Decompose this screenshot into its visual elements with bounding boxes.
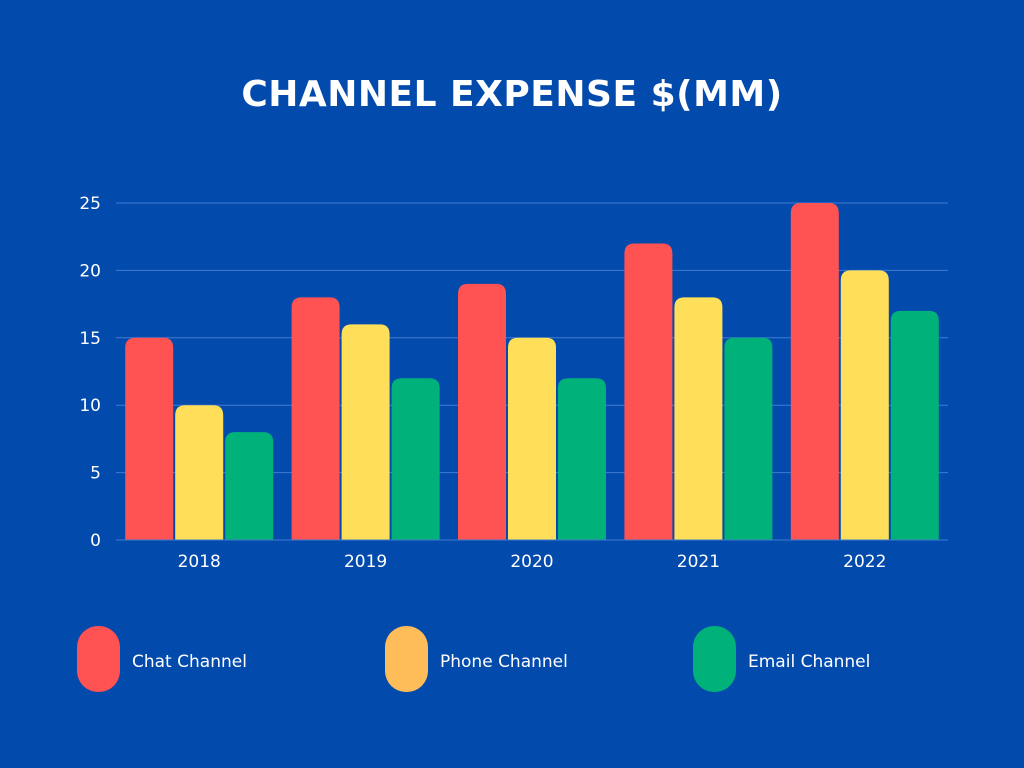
bar-email-channel-2021 bbox=[724, 337, 773, 540]
x-tick-label-2018: 2018 bbox=[178, 552, 221, 572]
legend-swatch-phone-channel bbox=[385, 626, 428, 692]
chart-legend: Chat Channel Phone Channel Email Channel bbox=[0, 626, 1024, 692]
legend-label-email-channel: Email Channel bbox=[748, 652, 871, 672]
y-tick-label-10: 10 bbox=[79, 396, 101, 416]
bar-chart: 0 5 10 15 20 25 2018 2019 2020 2021 2022 bbox=[79, 194, 948, 572]
bar-email-channel-2022 bbox=[890, 310, 939, 540]
y-tick-label-20: 20 bbox=[79, 261, 101, 281]
bar-phone-channel-2020 bbox=[508, 337, 556, 540]
bar-chat-channel-2018 bbox=[125, 337, 174, 540]
bar-email-channel-2019 bbox=[391, 378, 440, 540]
bar-phone-channel-2022 bbox=[840, 270, 889, 540]
x-tick-label-2020: 2020 bbox=[510, 552, 553, 572]
legend-swatch-email-channel bbox=[693, 626, 736, 692]
bar-email-channel-2020 bbox=[558, 378, 606, 540]
bar-chat-channel-2019 bbox=[291, 297, 340, 540]
x-tick-label-2022: 2022 bbox=[843, 552, 886, 572]
chart-title: CHANNEL EXPENSE $(MM) bbox=[241, 74, 783, 115]
legend-label-chat-channel: Chat Channel bbox=[132, 652, 247, 672]
legend-swatch-chat-channel bbox=[77, 626, 120, 692]
x-tick-label-2021: 2021 bbox=[677, 552, 720, 572]
y-tick-label-5: 5 bbox=[90, 464, 101, 484]
y-tick-label-15: 15 bbox=[79, 329, 101, 349]
y-tick-label-25: 25 bbox=[79, 194, 101, 214]
bar-phone-channel-2019 bbox=[341, 324, 390, 540]
bar-chat-channel-2020 bbox=[458, 283, 506, 540]
bar-chat-channel-2021 bbox=[624, 243, 673, 540]
bar-phone-channel-2021 bbox=[674, 297, 723, 540]
x-tick-label-2019: 2019 bbox=[344, 552, 387, 572]
legend-label-phone-channel: Phone Channel bbox=[440, 652, 568, 672]
y-tick-label-0: 0 bbox=[90, 531, 101, 551]
bar-chat-channel-2022 bbox=[790, 203, 839, 540]
bar-email-channel-2018 bbox=[225, 432, 274, 540]
bar-phone-channel-2018 bbox=[175, 405, 224, 540]
